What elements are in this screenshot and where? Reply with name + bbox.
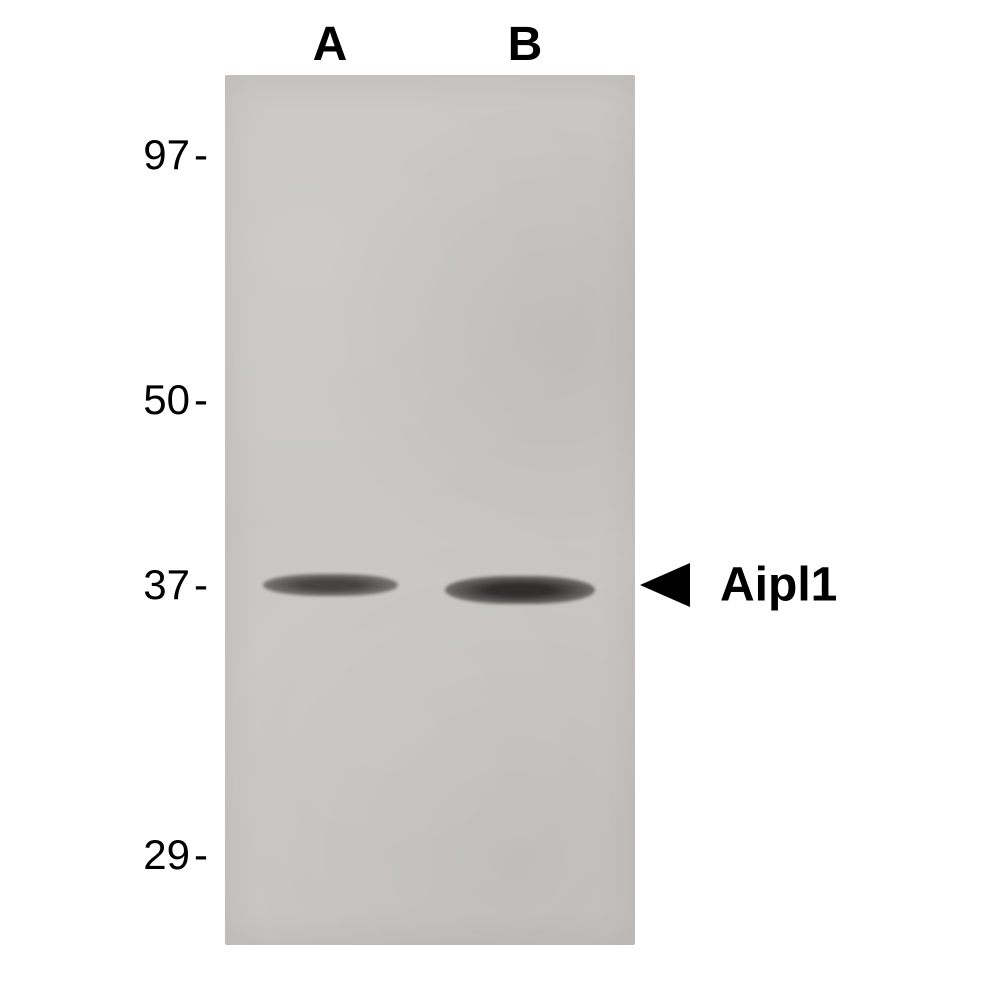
western-blot-membrane: [225, 75, 635, 945]
protein-label: Aipl1: [720, 558, 837, 613]
mw-marker-value: 37: [143, 561, 190, 608]
mw-marker-tick: -: [194, 131, 208, 179]
mw-marker-tick: -: [194, 376, 208, 424]
band-lane-a: [263, 574, 398, 596]
mw-marker-value: 50: [143, 376, 190, 423]
mw-marker-tick: -: [194, 561, 208, 609]
mw-marker-37: 37-: [143, 561, 208, 609]
mw-marker-29: 29-: [143, 831, 208, 879]
figure-canvas: AB97-50-37-29-Aipl1: [0, 0, 1000, 1000]
membrane-texture: [225, 75, 635, 945]
lane-label-a: A: [313, 17, 348, 72]
mw-marker-value: 29: [143, 831, 190, 878]
band-lane-b: [445, 576, 595, 604]
protein-arrow-icon: [640, 563, 690, 607]
mw-marker-97: 97-: [143, 131, 208, 179]
lane-label-b: B: [508, 17, 543, 72]
mw-marker-50: 50-: [143, 376, 208, 424]
mw-marker-tick: -: [194, 831, 208, 879]
mw-marker-value: 97: [143, 131, 190, 178]
